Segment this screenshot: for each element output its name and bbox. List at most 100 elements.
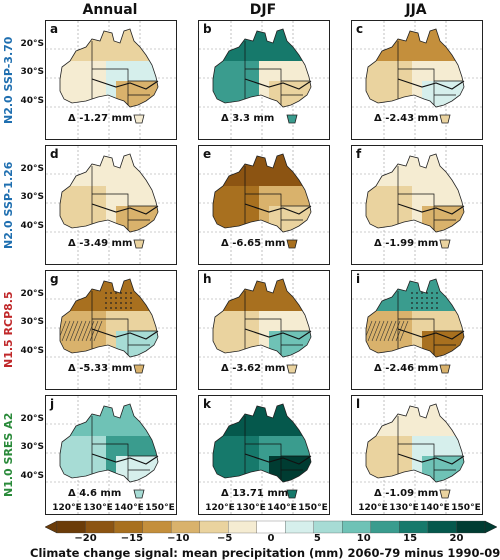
- map-panel-a: a Δ -1.27 mm: [45, 20, 177, 140]
- hatch-line: [395, 320, 405, 342]
- stipple-dot: [416, 297, 418, 299]
- hatch-line: [383, 320, 393, 342]
- delta-value: Δ -6.65 mm: [221, 238, 286, 249]
- region-boundary: [91, 203, 159, 215]
- row-title-2: N2.0 SSP-1.26: [2, 161, 15, 249]
- precip-region: [213, 29, 311, 61]
- hatch-line: [61, 320, 71, 342]
- lat-label: 40°S: [20, 221, 44, 231]
- region-boundary: [397, 203, 465, 215]
- lat-label: 30°S: [20, 67, 44, 77]
- coastline: [365, 153, 465, 233]
- stipple-dot: [130, 292, 132, 294]
- stipple-dot: [426, 307, 428, 309]
- lat-label: 20°S: [20, 289, 44, 299]
- panel-letter: i: [356, 272, 361, 286]
- precip-field: [213, 404, 311, 482]
- stipple-dot: [411, 297, 413, 299]
- stipple-dot: [110, 302, 112, 304]
- precip-region: [213, 154, 311, 186]
- row-title-1: N2.0 SSP-3.70: [2, 36, 15, 124]
- precip-region: [60, 154, 158, 186]
- lat-label: 20°S: [20, 164, 44, 174]
- precip-field: [60, 154, 158, 232]
- stipple-dot: [125, 297, 127, 299]
- state-borders: [397, 291, 462, 355]
- column-title-annual: Annual: [82, 2, 138, 18]
- australia-map: [352, 21, 482, 139]
- panel-letter: j: [50, 397, 55, 411]
- delta-value: Δ 13.71 mm: [221, 488, 289, 499]
- hatch-line: [89, 320, 99, 342]
- stipple-dot: [125, 307, 127, 309]
- delta-value: Δ -2.43 mm: [374, 113, 439, 124]
- stipple-dot: [115, 297, 117, 299]
- hatch-line: [77, 320, 87, 342]
- state-borders: [91, 41, 156, 105]
- coastline: [212, 278, 312, 358]
- precip-region: [213, 186, 259, 232]
- precip-region: [60, 61, 106, 107]
- stipple-dot: [110, 292, 112, 294]
- colorbar-tick-label: −10: [167, 533, 190, 544]
- state-borders: [91, 416, 156, 480]
- colorbar-tick-label: −20: [74, 533, 97, 544]
- coastline: [212, 28, 312, 108]
- panel-letter: h: [203, 272, 212, 286]
- tasmania: [286, 239, 298, 249]
- tasmania: [439, 364, 451, 374]
- lat-label: 40°S: [20, 346, 44, 356]
- precip-field: [213, 154, 311, 232]
- region-boundary: [244, 453, 312, 465]
- australia-map: [199, 146, 329, 264]
- lon-label: 150°E: [451, 503, 481, 513]
- region-boundary: [244, 78, 312, 90]
- stipple-dot: [416, 307, 418, 309]
- precip-region: [60, 436, 106, 482]
- stipple-dot: [426, 297, 428, 299]
- colorbar-swatch: [228, 520, 257, 534]
- delta-value: Δ -1.09 mm: [374, 488, 439, 499]
- row-title-4: N1.0 SRES A2: [2, 412, 15, 498]
- hatch-line: [366, 320, 373, 342]
- precip-region: [366, 186, 412, 232]
- tasmania: [439, 239, 451, 249]
- panel-letter: d: [50, 147, 59, 161]
- precip-region: [60, 29, 158, 61]
- map-panel-g: g Δ -5.33 mm: [45, 270, 177, 390]
- colorbar-extend-high: [484, 520, 498, 534]
- hatch-line: [391, 320, 401, 342]
- colorbar-swatch: [370, 520, 400, 534]
- lon-label: 150°E: [298, 503, 328, 513]
- hatch-line: [65, 320, 75, 342]
- colorbar-swatch: [399, 520, 429, 534]
- coastline: [365, 278, 465, 358]
- delta-value: Δ 4.6 mm: [68, 488, 122, 499]
- delta-value: Δ -1.27 mm: [68, 113, 133, 124]
- stipple-dot: [411, 292, 413, 294]
- precip-field: [60, 29, 158, 107]
- region-boundary: [244, 328, 312, 340]
- australia-map: [46, 21, 176, 139]
- lat-label: 30°S: [20, 442, 44, 452]
- colorbar-swatch: [142, 520, 172, 534]
- coastline: [212, 403, 312, 483]
- tasmania: [133, 489, 145, 499]
- stipple-dot: [110, 297, 112, 299]
- australia-map: [352, 396, 482, 514]
- stipple-dot: [421, 297, 423, 299]
- stipple-dot: [416, 302, 418, 304]
- hatch-line: [73, 320, 83, 342]
- precip-region: [60, 186, 106, 232]
- state-borders: [91, 166, 156, 230]
- stipple-dot: [431, 302, 433, 304]
- stipple-dot: [426, 302, 428, 304]
- lon-label: 120°E: [205, 503, 235, 513]
- row-title-3: N1.5 RCP8.5: [2, 291, 15, 369]
- stipple-dot: [421, 292, 423, 294]
- precip-region: [60, 279, 158, 311]
- stipple-dot: [110, 307, 112, 309]
- lon-label: 120°E: [358, 503, 388, 513]
- precip-region: [213, 436, 259, 482]
- stipple-dot: [130, 307, 132, 309]
